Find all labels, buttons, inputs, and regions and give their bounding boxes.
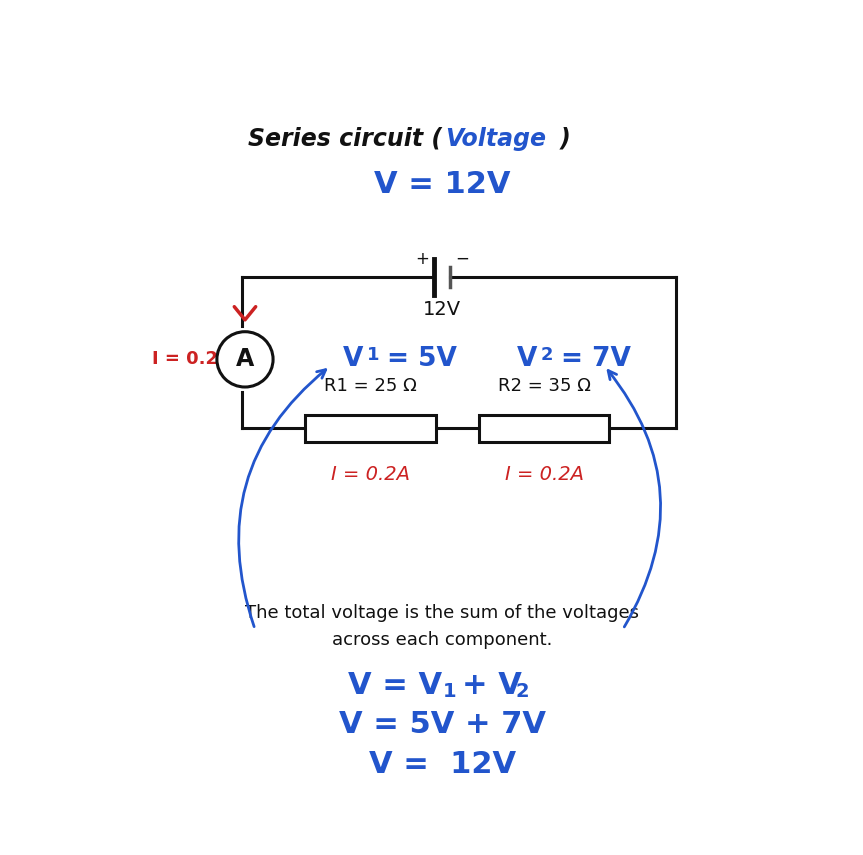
Text: A: A [236, 347, 254, 371]
Text: V =  12V: V = 12V [369, 750, 516, 779]
Text: V = 12V: V = 12V [374, 170, 511, 199]
Bar [306, 415, 436, 442]
Text: 1: 1 [443, 682, 457, 701]
Text: 2: 2 [541, 346, 553, 364]
FancyArrowPatch shape [239, 369, 325, 627]
Text: V: V [517, 346, 538, 373]
Text: I = 0.2A: I = 0.2A [505, 465, 583, 484]
Text: ): ) [559, 127, 570, 150]
Text: −: − [456, 250, 469, 268]
Text: The total voltage is the sum of the voltages: The total voltage is the sum of the volt… [245, 604, 639, 622]
FancyArrowPatch shape [608, 370, 660, 627]
Text: 1: 1 [367, 346, 380, 364]
Text: + V: + V [463, 670, 522, 699]
Text: I = 0.2A: I = 0.2A [152, 351, 231, 369]
Text: 12V: 12V [423, 300, 462, 320]
Text: R2 = 35 Ω: R2 = 35 Ω [498, 377, 590, 395]
Text: = 5V: = 5V [387, 346, 457, 373]
Text: 2: 2 [516, 682, 530, 701]
Text: across each component.: across each component. [332, 632, 552, 650]
Text: V = V: V = V [348, 670, 442, 699]
Text: Voltage: Voltage [445, 127, 546, 150]
Circle shape [217, 332, 273, 387]
Bar [479, 415, 609, 442]
Text: = 7V: = 7V [561, 346, 631, 373]
Text: I = 0.2A: I = 0.2A [331, 465, 410, 484]
Text: R1 = 25 Ω: R1 = 25 Ω [324, 377, 417, 395]
Text: Series circuit (: Series circuit ( [249, 127, 442, 150]
Text: V = 5V + 7V: V = 5V + 7V [339, 711, 545, 740]
Text: V: V [343, 346, 363, 373]
Text: +: + [415, 250, 429, 268]
